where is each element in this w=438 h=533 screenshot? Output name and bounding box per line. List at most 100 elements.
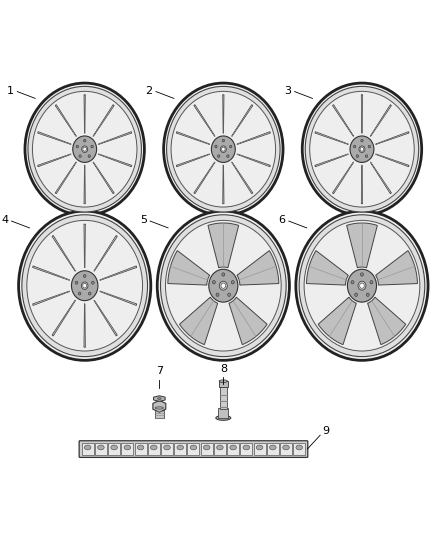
Ellipse shape [304,220,420,351]
Ellipse shape [356,155,359,157]
Bar [254,443,265,455]
Ellipse shape [88,292,91,295]
Polygon shape [99,132,132,144]
Polygon shape [100,266,137,280]
Ellipse shape [355,293,357,296]
Polygon shape [307,251,348,285]
Polygon shape [332,104,353,136]
Ellipse shape [217,445,223,450]
Ellipse shape [353,145,356,148]
Ellipse shape [157,211,290,360]
Text: 7: 7 [156,366,163,376]
Ellipse shape [158,398,161,400]
Polygon shape [94,300,117,336]
Ellipse shape [83,284,87,288]
Polygon shape [229,297,267,345]
Bar [219,381,228,386]
Text: 6: 6 [279,215,286,225]
Ellipse shape [164,83,283,215]
Bar [174,443,186,455]
Bar [280,443,292,455]
Ellipse shape [85,445,91,450]
Bar [108,443,120,455]
Ellipse shape [358,281,366,290]
Ellipse shape [164,445,170,450]
Polygon shape [32,266,70,280]
Ellipse shape [71,271,98,301]
Bar [214,443,226,455]
Ellipse shape [83,274,86,278]
Ellipse shape [221,283,226,288]
Ellipse shape [28,86,141,212]
Ellipse shape [365,155,368,157]
Bar [218,408,229,418]
Ellipse shape [230,145,232,148]
Ellipse shape [227,155,229,157]
Polygon shape [376,132,409,144]
Ellipse shape [359,146,365,152]
Bar [227,443,239,455]
Bar [148,443,160,455]
Ellipse shape [25,83,145,215]
Ellipse shape [283,445,290,450]
Polygon shape [55,104,76,136]
Polygon shape [84,224,85,268]
Polygon shape [318,297,357,345]
Polygon shape [168,251,210,285]
Ellipse shape [76,145,78,148]
Ellipse shape [215,145,217,148]
Bar [161,443,173,455]
Polygon shape [94,236,117,271]
Polygon shape [38,154,71,167]
Polygon shape [376,154,409,167]
Polygon shape [237,132,270,144]
Polygon shape [93,104,114,136]
Ellipse shape [218,155,220,157]
Bar [95,443,107,455]
Ellipse shape [212,280,215,284]
Ellipse shape [350,136,374,163]
Ellipse shape [351,280,354,284]
Polygon shape [332,162,353,193]
Polygon shape [370,162,392,193]
Polygon shape [237,154,270,167]
Ellipse shape [212,136,235,163]
Polygon shape [154,395,165,401]
Ellipse shape [22,215,148,357]
Polygon shape [367,297,406,345]
Polygon shape [194,104,215,136]
Ellipse shape [216,416,231,421]
Polygon shape [38,132,71,144]
Ellipse shape [228,293,231,296]
Polygon shape [177,154,210,167]
Polygon shape [84,304,85,347]
Ellipse shape [302,83,422,215]
Polygon shape [100,291,137,305]
Text: 8: 8 [220,364,227,374]
Ellipse shape [296,445,303,450]
Polygon shape [232,104,253,136]
Ellipse shape [73,136,97,163]
Bar [201,443,213,455]
Ellipse shape [219,380,228,382]
Ellipse shape [78,292,81,295]
Bar [82,443,94,455]
Bar [134,443,147,455]
Ellipse shape [296,211,428,360]
Bar [121,443,133,455]
Ellipse shape [231,280,234,284]
Ellipse shape [269,445,276,450]
Polygon shape [55,162,76,193]
Ellipse shape [75,281,78,284]
Ellipse shape [166,86,280,212]
Ellipse shape [203,445,210,450]
Polygon shape [52,236,75,271]
Ellipse shape [137,445,144,450]
Polygon shape [361,95,363,133]
Polygon shape [376,251,417,285]
FancyBboxPatch shape [79,441,308,457]
Ellipse shape [222,139,225,142]
Text: 5: 5 [140,215,147,225]
Polygon shape [194,162,215,193]
Ellipse shape [32,91,137,207]
